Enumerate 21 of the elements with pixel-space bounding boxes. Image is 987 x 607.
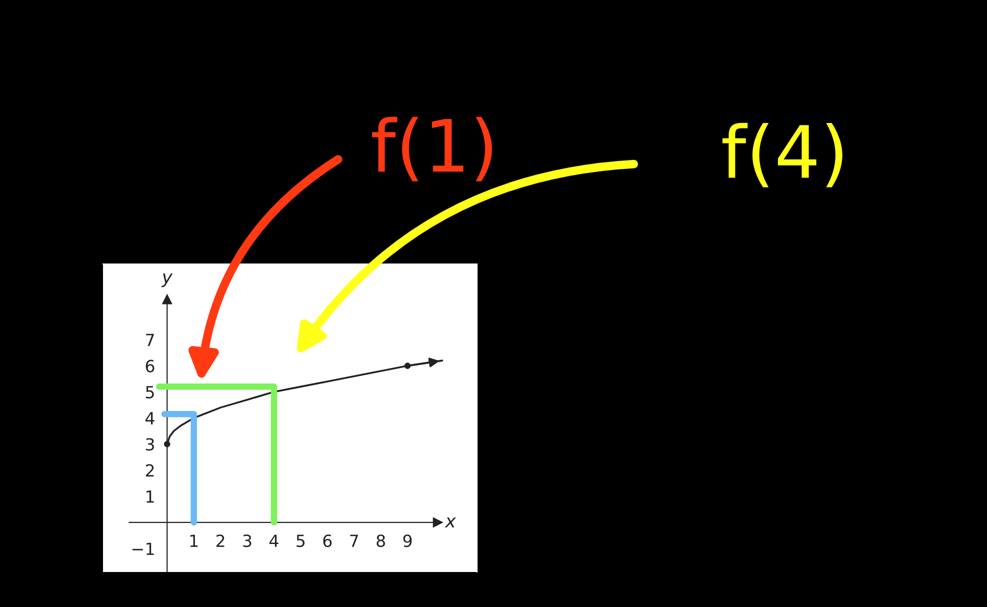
x-tick-label: 4	[269, 534, 278, 547]
y-tick-label: 4	[146, 412, 154, 424]
x-tick-label: 5	[296, 534, 305, 548]
y-tick-label: 2	[146, 464, 154, 477]
y-tick-label: 5	[146, 386, 154, 398]
x-tick-label: 2	[216, 534, 224, 547]
y-axis-title: y	[161, 273, 173, 288]
y-tick-label: −1	[132, 542, 154, 555]
text: f(1)	[372, 116, 492, 182]
x-tick-label: 6	[323, 534, 332, 548]
y-tick-label: 7	[146, 334, 154, 346]
x-tick-label: 1	[190, 534, 198, 547]
x-tick-label: 7	[350, 534, 358, 547]
x-tick-label: 9	[403, 534, 412, 548]
text: f(4)	[722, 122, 842, 188]
y-tick-label: 1	[146, 490, 154, 503]
y-tick-label: 3	[146, 438, 154, 451]
x-axis-title: x	[444, 518, 456, 528]
x-tick-label: 3	[243, 534, 252, 548]
y-tick-label: 6	[146, 360, 154, 372]
x-tick-label: 8	[376, 534, 385, 548]
